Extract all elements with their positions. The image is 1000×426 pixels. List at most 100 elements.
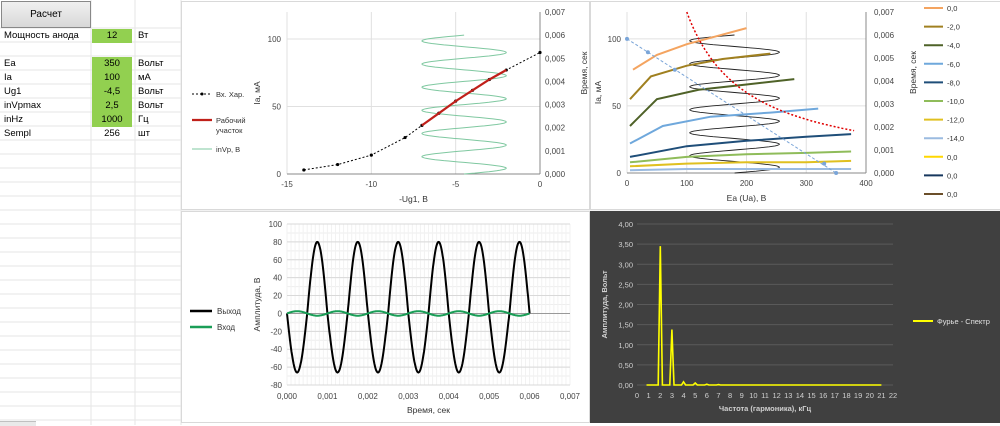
time-domain-chart[interactable]: 0,000 0,001 0,002 0,003 0,004 0,005 0,006 0,007… [181,211,590,423]
y-axis-label: Ia, мА [593,81,603,105]
param-label: Ug1 [4,86,22,97]
y-tick-label: 0 [277,170,282,179]
run-button[interactable]: Расчет [1,1,91,28]
load-line-point [625,36,629,41]
y-tick-label: 3,00 [618,260,633,269]
param-unit: Вольт [138,100,164,111]
y-tick-label: 60 [273,256,282,265]
legend-label: -14,0 [947,134,964,143]
param-value-cell[interactable]: -4,5 [92,85,132,99]
x-tick-label: 15 [807,391,815,400]
y2-tick-label: 0,000 [545,170,566,179]
y-tick-label: 4,00 [618,220,633,229]
x-tick-label: 8 [728,391,732,400]
y-tick-label: 50 [272,103,281,112]
x-tick-label: 0,001 [317,392,338,401]
anode-curve [629,107,819,145]
x-tick-label: 0,003 [398,392,419,401]
legend-label: Рабочий [216,116,246,125]
input-characteristic-chart[interactable]: -15 -10 -5 0 0 50 100 0,000 0,001 0,002 0,003 0,004… [181,1,590,210]
spectrum-chart[interactable]: 0,00 0,50 1,00 1,50 2,00 2,50 3,00 3,50 4,00 0 1 2 3… [590,211,1000,423]
characteristic-point [302,168,306,172]
anode-curve [629,52,771,100]
x-tick-label: 0 [538,180,543,189]
param-value-cell[interactable]: 1000 [92,113,132,127]
y2-tick-label: 0,002 [545,124,566,133]
x-tick-label: 0,004 [439,392,460,401]
param-label: inVpmax [4,100,41,111]
x-axis-label: Частота (гармоника), кГц [719,404,812,413]
y-tick-label: -80 [270,381,282,390]
param-value-cell[interactable]: 12 [92,29,132,43]
y2-tick-label: 0,000 [874,169,895,178]
legend-label: 0,0 [947,190,957,199]
legend-label: -4,0 [947,41,960,50]
x-tick-label: 12 [772,391,780,400]
x-tick-label: 20 [866,391,874,400]
legend-label: -10,0 [947,97,964,106]
y-tick-label: 3,50 [618,240,633,249]
y2-tick-label: 0,007 [874,8,895,17]
load-line-point [672,67,677,72]
x-tick-label: 2 [658,391,662,400]
y-tick-label: 100 [608,35,622,44]
x-tick-label: 10 [749,391,757,400]
spectrum-line [646,246,882,386]
x-tick-label: 0,002 [358,392,379,401]
y2-tick-label: 0,006 [874,31,895,40]
param-value-cell[interactable]: 256 [104,128,120,139]
load-line-point [822,161,827,166]
param-value-cell[interactable]: 350 [92,57,132,71]
y-tick-label: 0 [278,309,283,318]
anode-characteristics-chart[interactable]: 0 100 200 300 400 0 50 100 0,000 0,001 0,002 0,003 0… [590,1,1000,210]
legend-label: Вход [217,323,235,332]
legend-label: -6,0 [947,60,960,69]
anode-curve [629,159,852,168]
working-section-line [421,69,507,127]
x-tick-label: 22 [889,391,897,400]
x-tick-label: 200 [740,179,754,188]
y-tick-label: 50 [612,102,621,111]
param-unit: шт [138,128,150,139]
sheet-tab[interactable] [0,421,36,426]
power-limit-curve [686,11,855,132]
y-tick-label: 80 [273,238,282,247]
anode-characteristics-plot: 0 100 200 300 400 0 50 100 0,000 0,001 0,002 0,003 0… [593,4,964,203]
legend-label: 0,0 [947,4,957,13]
x-tick-label: -15 [281,180,293,189]
y-tick-label: 0 [617,169,622,178]
param-unit: Гц [138,114,149,125]
y-tick-label: 100 [269,220,283,229]
input-sine-line [421,34,507,175]
x-tick-label: 21 [877,391,885,400]
x-axis-label: -Ug1, В [399,194,428,204]
param-value-cell[interactable]: 100 [92,71,132,85]
legend-label: Фурье - Спектр [937,317,990,326]
characteristic-point [336,162,340,167]
x-tick-label: 4 [681,391,685,400]
param-unit: Вт [138,30,149,41]
x-tick-label: 16 [819,391,827,400]
y2-tick-label: 0,002 [874,123,895,132]
y-tick-label: 2,50 [618,280,633,289]
x-tick-label: 0 [635,391,639,400]
x-tick-label: 0,005 [479,392,500,401]
x-tick-label: 7 [716,391,720,400]
x-tick-label: 300 [800,179,814,188]
x-tick-label: 0,007 [560,392,581,401]
y-tick-label: -60 [270,363,282,372]
y-tick-label: 40 [273,274,282,283]
param-value-cell[interactable]: 2,5 [92,99,132,113]
x-tick-label: 11 [761,391,769,400]
time-domain-plot: 0,000 0,001 0,002 0,003 0,004 0,005 0,006 0,007… [190,220,581,415]
x-tick-label: 9 [740,391,744,400]
y2-tick-label: 0,003 [545,101,566,110]
x-tick-label: 400 [859,179,873,188]
param-unit: Вольт [138,58,164,69]
x-tick-label: 5 [693,391,697,400]
y2-tick-label: 0,003 [874,100,895,109]
x-tick-label: 18 [842,391,850,400]
load-line-point [834,171,839,175]
y2-tick-label: 0,005 [545,54,566,63]
y-tick-label: 2,00 [618,301,633,310]
